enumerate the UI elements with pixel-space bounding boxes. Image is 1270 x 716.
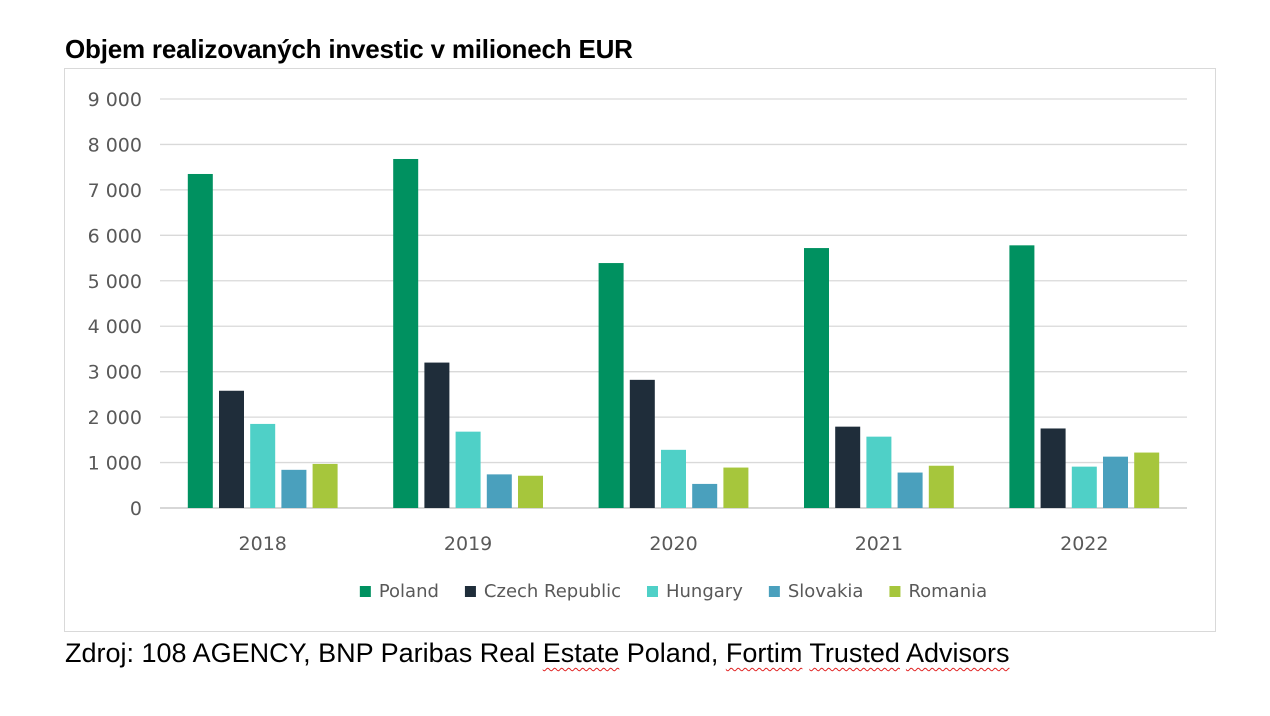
bar: [1103, 456, 1128, 508]
legend-label: Slovakia: [788, 581, 864, 602]
bar: [1071, 466, 1097, 508]
legend-swatch: [359, 586, 371, 597]
x-tick-label: 2021: [855, 533, 903, 555]
y-tick-label: 7 000: [88, 180, 142, 202]
legend-item: Romania: [889, 581, 987, 602]
legend-item: Hungary: [646, 581, 743, 602]
source-word-estate: Estate: [542, 638, 620, 668]
x-tick-label: 2022: [1060, 533, 1108, 555]
y-tick-label: 6 000: [88, 225, 142, 247]
legend-item: Poland: [359, 581, 439, 602]
bar: [897, 472, 923, 508]
legend-label: Czech Republic: [484, 581, 621, 602]
legend-item: Slovakia: [768, 581, 864, 602]
y-tick-label: 5 000: [88, 271, 142, 293]
bar: [518, 475, 543, 508]
bar: [250, 423, 276, 508]
source-note: Zdroj: 108 AGENCY, BNP Paribas Real Esta…: [65, 638, 1009, 669]
bar-chart: 0 1 000 2 000 3 000 4 000 5 000 6 000 7 000 8 00…: [88, 89, 1187, 602]
bars: [187, 158, 1160, 508]
source-word-fortim: Fortim: [725, 638, 803, 668]
bar: [312, 463, 338, 508]
bar: [598, 263, 624, 508]
bar: [1134, 452, 1160, 508]
bar: [281, 469, 307, 508]
source-mid-1: Poland,: [619, 638, 726, 668]
y-tick-label: 3 000: [88, 362, 142, 384]
y-tick-label: 2 000: [88, 407, 142, 429]
y-tick-label: 8 000: [88, 134, 142, 156]
legend-label: Poland: [379, 581, 439, 602]
bar: [804, 248, 829, 508]
x-tick-label: 2018: [239, 533, 287, 555]
x-tick-label: 2019: [444, 533, 492, 555]
bar: [393, 158, 419, 508]
legend-swatch: [889, 586, 901, 597]
bar: [723, 467, 749, 508]
chart-title: Objem realizovaných investic v milionech…: [65, 34, 633, 64]
source-word-trusted: Trusted: [809, 638, 900, 668]
y-tick-label: 1 000: [88, 453, 142, 475]
bar: [187, 173, 213, 508]
bar: [486, 474, 512, 508]
source-word-advisors: Advisors: [905, 638, 1010, 668]
legend-item: Czech Republic: [464, 581, 621, 602]
bar: [661, 449, 686, 508]
bar: [219, 390, 244, 508]
bar: [692, 483, 718, 508]
source-prefix: Zdroj: 108 AGENCY, BNP Paribas Real: [65, 638, 543, 668]
legend-swatch: [768, 586, 780, 597]
legend-swatch: [464, 586, 476, 597]
y-tick-label: 4 000: [88, 316, 142, 338]
legend-label: Romania: [908, 581, 987, 602]
legend: Poland Czech Republic Hungary Slovakia Roman…: [359, 581, 987, 602]
legend-label: Hungary: [666, 581, 743, 602]
bar: [455, 431, 481, 508]
gridlines: [160, 98, 1187, 509]
bar: [1040, 428, 1066, 508]
x-axis-ticks: 2018 2019 2020 2021 2022: [239, 533, 1109, 555]
chart-frame: 0 1 000 2 000 3 000 4 000 5 000 6 000 7 000 8 00…: [64, 68, 1216, 632]
bar: [866, 436, 892, 508]
bar: [928, 465, 954, 508]
bar: [424, 362, 450, 508]
bar: [835, 426, 861, 508]
y-axis-ticks: 0 1 000 2 000 3 000 4 000 5 000 6 000 7 000 8 00…: [88, 89, 142, 520]
bar: [1009, 245, 1035, 508]
legend-swatch: [646, 586, 658, 597]
y-tick-label: 0: [130, 498, 142, 520]
x-tick-label: 2020: [649, 533, 697, 555]
y-tick-label: 9 000: [88, 89, 142, 111]
bar: [629, 379, 655, 508]
